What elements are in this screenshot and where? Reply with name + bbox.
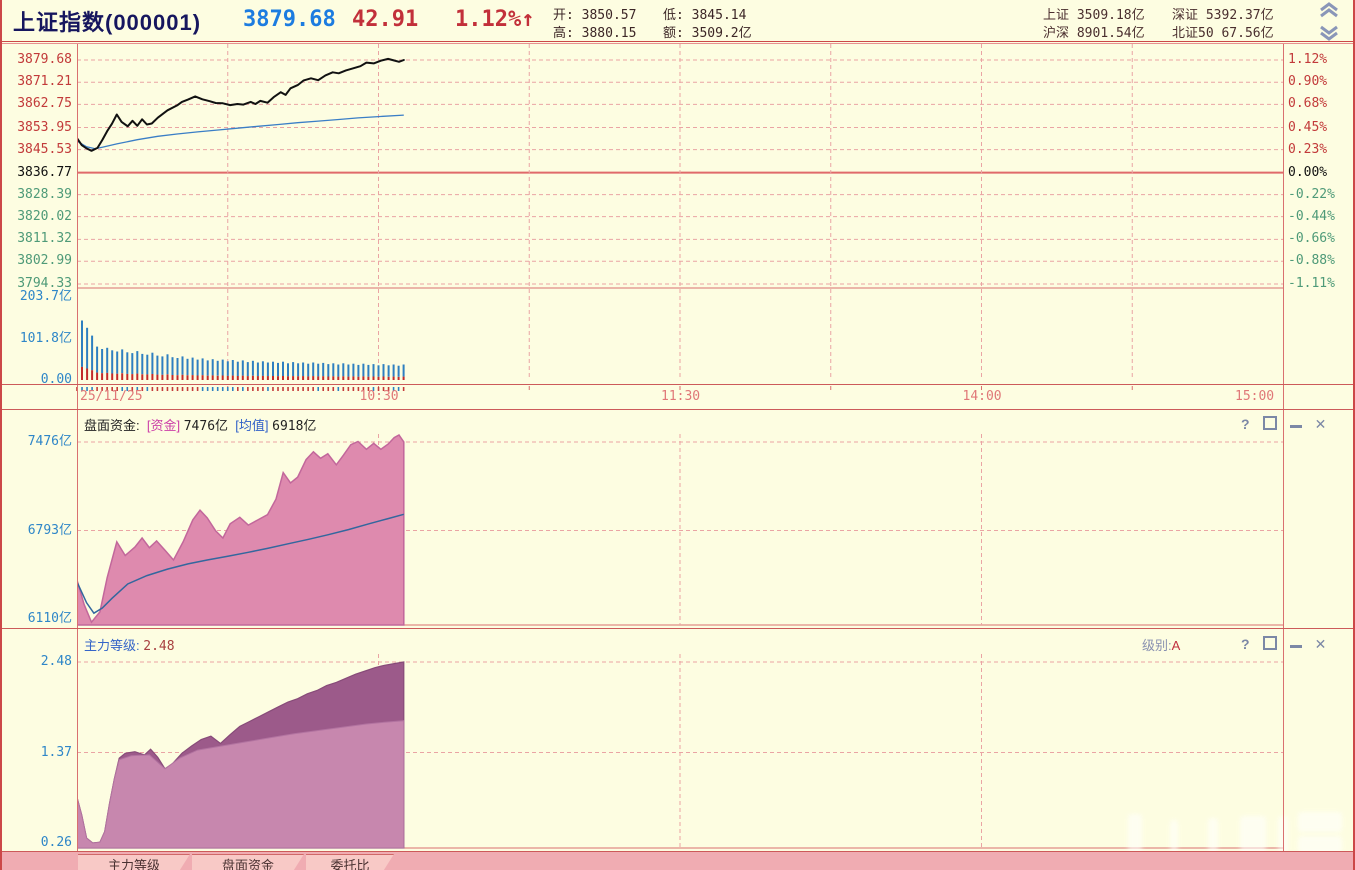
plot-right-border bbox=[1283, 44, 1284, 851]
time-label: 15:00 bbox=[1235, 389, 1275, 404]
time-label: 25/11/25 bbox=[80, 389, 143, 404]
close-icon[interactable]: ✕ bbox=[1314, 636, 1327, 652]
maximize-icon[interactable] bbox=[1262, 416, 1277, 432]
index-header: 上证指数(000001) 3879.68 42.91 1.12%↑ 开: 385… bbox=[0, 0, 1355, 41]
axis-label: 3820.02 bbox=[17, 208, 72, 224]
axis-label: 3871.21 bbox=[17, 74, 72, 90]
index-change: 42.91 bbox=[352, 7, 419, 32]
collapse-down-icon[interactable] bbox=[1318, 25, 1340, 41]
help-icon[interactable]: ? bbox=[1241, 416, 1250, 432]
funds-plot[interactable] bbox=[77, 410, 1283, 628]
axis-label: 1.12% bbox=[1288, 52, 1328, 67]
maximize-icon[interactable] bbox=[1262, 636, 1277, 652]
axis-label: -0.88% bbox=[1288, 253, 1335, 269]
time-label: 11:30 bbox=[661, 389, 701, 404]
funds-panel-header: 盘面资金: [资金] 7476亿 [均值] 6918亿 bbox=[84, 418, 317, 434]
axis-label: 3853.95 bbox=[17, 119, 72, 135]
axis-label: -0.22% bbox=[1288, 186, 1335, 202]
axis-label: -1.11% bbox=[1288, 276, 1335, 291]
window-border-right bbox=[1353, 0, 1355, 870]
total-sz: 深证 5392.37亿 bbox=[1172, 8, 1274, 23]
header-divider-2 bbox=[0, 43, 1355, 44]
axis-label: 0.68% bbox=[1288, 96, 1328, 112]
level-panel-border bbox=[0, 851, 1355, 852]
index-title: 上证指数(000001) bbox=[13, 10, 202, 35]
axis-label: 7476亿 bbox=[27, 434, 72, 449]
axis-label: 3845.53 bbox=[17, 141, 72, 157]
minimize-icon[interactable] bbox=[1289, 417, 1302, 431]
bottom-tab-bar: 主力等级 盘面资金 委托比 bbox=[0, 852, 1355, 870]
axis-label: 3802.99 bbox=[17, 253, 72, 269]
axis-label: 3811.32 bbox=[17, 231, 72, 247]
axis-label: 0.00% bbox=[1288, 164, 1328, 180]
window-border-left bbox=[0, 0, 2, 870]
axis-label: 6793亿 bbox=[27, 522, 72, 538]
axis-label: 3828.39 bbox=[17, 186, 72, 202]
chart-bottom-border bbox=[0, 384, 1355, 385]
stat-high: 高: 3880.15 bbox=[553, 26, 637, 41]
time-axis: 25/11/25 10:30 11:30 14:00 15:00 bbox=[0, 385, 1355, 409]
level-window-controls: ? ✕ bbox=[1241, 636, 1341, 652]
axis-label: 101.8亿 bbox=[19, 330, 72, 346]
total-sh: 上证 3509.18亿 bbox=[1043, 8, 1145, 23]
up-arrow-icon: ↑ bbox=[521, 7, 535, 32]
plot-left-border bbox=[77, 44, 78, 851]
tab-order-ratio[interactable]: 委托比 bbox=[306, 854, 394, 870]
index-price: 3879.68 bbox=[243, 7, 336, 32]
funds-window-controls: ? ✕ bbox=[1241, 416, 1341, 432]
level-panel-header: 主力等级: 2.48 bbox=[84, 638, 175, 654]
help-icon[interactable]: ? bbox=[1241, 636, 1250, 652]
axis-label: 1.37 bbox=[40, 744, 72, 760]
funds-panel-border bbox=[0, 628, 1355, 629]
axis-label: 0.45% bbox=[1288, 119, 1328, 135]
axis-label: 3862.75 bbox=[17, 96, 72, 112]
close-icon[interactable]: ✕ bbox=[1314, 416, 1327, 432]
axis-label: 3836.77 bbox=[17, 164, 72, 180]
level-plot[interactable] bbox=[77, 628, 1283, 852]
axis-label: 0.23% bbox=[1288, 141, 1328, 157]
axis-label: -0.66% bbox=[1288, 231, 1335, 247]
axis-label: 0.90% bbox=[1288, 74, 1328, 90]
axis-label: -0.44% bbox=[1288, 208, 1335, 224]
time-label: 10:30 bbox=[359, 389, 399, 404]
time-axis-border bbox=[0, 409, 1355, 410]
axis-label: 6110亿 bbox=[27, 611, 72, 626]
axis-label: 3879.68 bbox=[17, 52, 72, 67]
axis-label: 203.7亿 bbox=[19, 289, 72, 304]
axis-label: 2.48 bbox=[40, 654, 72, 669]
time-label: 14:00 bbox=[962, 389, 1002, 404]
stat-open: 开: 3850.57 bbox=[553, 8, 637, 23]
stat-amount: 额: 3509.2亿 bbox=[663, 26, 752, 41]
header-divider-1 bbox=[0, 41, 1355, 42]
main-intraday-plot[interactable] bbox=[77, 44, 1283, 384]
axis-label: 3794.33 bbox=[17, 276, 72, 291]
axis-label: 0.00 bbox=[40, 372, 72, 387]
header-collapse-controls bbox=[1318, 2, 1344, 46]
tab-market-funds[interactable]: 盘面资金 bbox=[192, 854, 304, 870]
axis-label: 0.26 bbox=[40, 835, 72, 850]
stat-low: 低: 3845.14 bbox=[663, 8, 747, 23]
total-bz50: 北证50 67.56亿 bbox=[1172, 26, 1274, 41]
total-hs: 沪深 8901.54亿 bbox=[1043, 26, 1145, 41]
level-grade: 级别:A bbox=[1142, 638, 1181, 653]
collapse-up-icon[interactable] bbox=[1318, 2, 1340, 18]
minimize-icon[interactable] bbox=[1289, 637, 1302, 651]
tab-main-force-level[interactable]: 主力等级 bbox=[78, 854, 190, 870]
index-change-percent: 1.12%↑ bbox=[455, 7, 535, 32]
